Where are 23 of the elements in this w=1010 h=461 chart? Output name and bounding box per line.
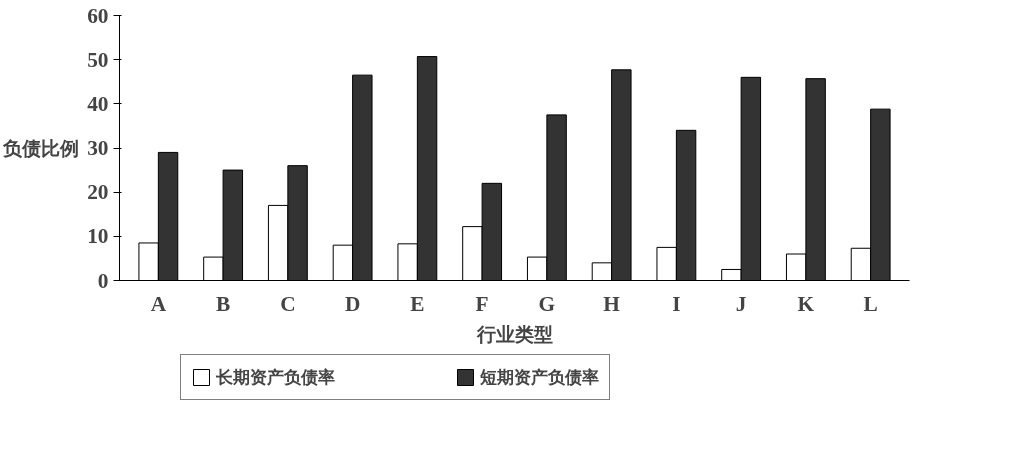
y-tick-label: 60 xyxy=(87,3,109,28)
x-tick-label: I xyxy=(672,291,681,316)
y-axis-title: 负债比例 xyxy=(2,137,80,159)
x-tick-label: K xyxy=(797,291,815,316)
x-tick-label: D xyxy=(344,291,361,316)
y-tick-label: 30 xyxy=(87,136,109,160)
x-tick-label: L xyxy=(863,291,878,316)
x-tick-label: A xyxy=(150,291,167,316)
x-tick-label: F xyxy=(475,291,489,316)
y-tick-label: 40 xyxy=(87,91,109,116)
x-tick-label: J xyxy=(735,291,747,316)
y-tick-label: 20 xyxy=(87,180,109,205)
x-tick-label: E xyxy=(410,291,425,316)
y-tick-label: 0 xyxy=(97,268,109,293)
x-tick-label: H xyxy=(603,291,621,316)
x-tick-label: B xyxy=(215,291,231,316)
legend-label: 短期资产负债率 xyxy=(479,366,599,389)
y-tick-label: 50 xyxy=(87,47,109,72)
x-tick-label: C xyxy=(280,291,296,316)
y-tick-label: 10 xyxy=(87,224,109,249)
x-axis-title: 行业类型 xyxy=(475,323,553,345)
legend-label: 长期资产负债率 xyxy=(215,366,335,389)
x-tick-label: G xyxy=(538,291,556,316)
